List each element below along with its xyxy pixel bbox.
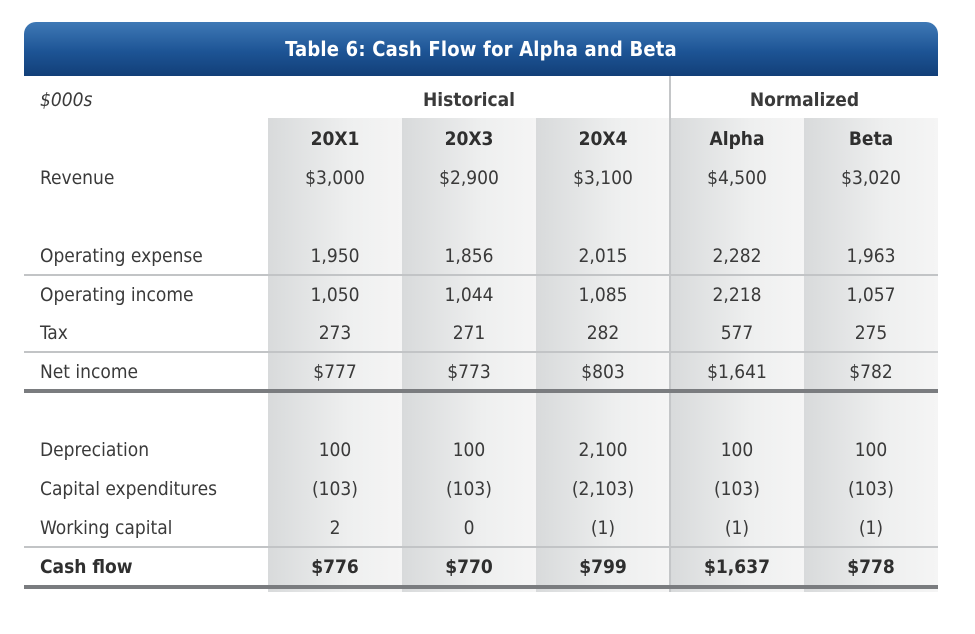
table-cell: (103)	[446, 478, 492, 500]
column-band-20x4	[536, 118, 670, 592]
table-cell: $1,641	[707, 361, 767, 383]
table-cell: $2,900	[439, 167, 499, 189]
row-divider	[24, 274, 938, 276]
table-bottom-rule	[24, 585, 938, 589]
table-cell: (1)	[858, 517, 884, 539]
table-cell: 2,282	[712, 245, 762, 267]
table-title: Table 6: Cash Flow for Alpha and Beta	[285, 37, 677, 61]
table-cell: 100	[854, 439, 888, 461]
table-cell: 577	[720, 322, 754, 344]
row-label-working-capital: Working capital	[40, 517, 173, 539]
row-label-tax: Tax	[40, 322, 68, 344]
column-header: Beta	[848, 128, 894, 150]
table-cell: $4,500	[707, 167, 767, 189]
row-label-depreciation: Depreciation	[40, 439, 150, 461]
table-cell: 100	[452, 439, 486, 461]
table-cell: 100	[720, 439, 754, 461]
column-band-beta	[804, 118, 938, 592]
table-cell: $770	[445, 556, 493, 578]
table-cell: 0	[463, 517, 475, 539]
table-cell: $777	[313, 361, 357, 383]
table-cell: $776	[311, 556, 359, 578]
row-label-capital-expenditures: Capital expenditures	[40, 478, 218, 500]
row-label-revenue: Revenue	[40, 167, 115, 189]
column-band-alpha	[670, 118, 804, 592]
table-cell: $3,000	[305, 167, 365, 189]
table-cell: 271	[452, 322, 486, 344]
unit-label: $000s	[40, 89, 93, 111]
section-divider	[24, 389, 938, 393]
cash-flow-table: Table 6: Cash Flow for Alpha and Beta $0…	[24, 22, 938, 592]
table-cell: 1,085	[578, 284, 628, 306]
row-label-operating-expense: Operating expense	[40, 245, 203, 267]
table-cell: 282	[586, 322, 620, 344]
table-cell: 275	[854, 322, 888, 344]
column-band-20x3	[402, 118, 536, 592]
group-divider	[669, 76, 671, 592]
column-header: Alpha	[709, 128, 765, 150]
table-cell: $799	[579, 556, 627, 578]
table-cell: (103)	[714, 478, 760, 500]
group-header-historical: Historical	[422, 89, 516, 111]
column-band-20x1	[268, 118, 402, 592]
table-cell: (1)	[724, 517, 750, 539]
row-label-cash-flow: Cash flow	[40, 556, 133, 578]
table-cell: $803	[581, 361, 625, 383]
table-title-bar: Table 6: Cash Flow for Alpha and Beta	[24, 22, 938, 76]
table-cell: (103)	[848, 478, 894, 500]
column-header: 20X3	[444, 128, 494, 150]
table-cell: $782	[849, 361, 893, 383]
row-divider	[24, 351, 938, 353]
table-cell: $1,637	[704, 556, 770, 578]
table-cell: 2	[329, 517, 341, 539]
table-cell: 1,856	[444, 245, 494, 267]
table-cell: 2,100	[578, 439, 628, 461]
column-header: 20X1	[310, 128, 360, 150]
column-header: 20X4	[578, 128, 628, 150]
table-cell: (1)	[590, 517, 616, 539]
table-cell: $3,100	[573, 167, 633, 189]
table-cell: $3,020	[841, 167, 901, 189]
table-cell: 1,050	[310, 284, 360, 306]
table-cell: $773	[447, 361, 491, 383]
table-cell: (2,103)	[571, 478, 635, 500]
table-cell: 1,044	[444, 284, 494, 306]
table-cell: 2,218	[712, 284, 762, 306]
table-cell: 100	[318, 439, 352, 461]
row-divider	[24, 546, 938, 548]
row-label-operating-income: Operating income	[40, 284, 194, 306]
table-cell: (103)	[312, 478, 358, 500]
table-cell: $778	[847, 556, 895, 578]
row-label-net-income: Net income	[40, 361, 139, 383]
group-header-normalized: Normalized	[749, 89, 860, 111]
table-cell: 1,950	[310, 245, 360, 267]
table-cell: 1,057	[846, 284, 896, 306]
table-cell: 1,963	[846, 245, 896, 267]
table-cell: 2,015	[578, 245, 628, 267]
table-cell: 273	[318, 322, 352, 344]
